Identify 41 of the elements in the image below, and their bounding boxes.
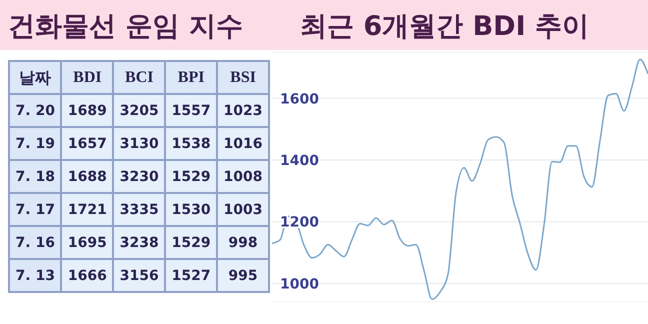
data-label: 1016 (217, 127, 269, 160)
y-tick-label: 1600 (280, 91, 320, 108)
data-label: 995 (217, 259, 269, 292)
data-label: 3130 (113, 127, 166, 160)
data-label: 1529 (165, 160, 218, 193)
data-label: 1689 (61, 94, 114, 127)
data-label: 998 (217, 226, 269, 259)
legend-label: BDI (61, 61, 114, 94)
chart-title: 최근 6개월간 BDI 추이 (300, 10, 590, 44)
category-label: 7. 17 (9, 193, 62, 226)
category-label: 7. 13 (9, 259, 62, 292)
data-label: 1008 (217, 160, 269, 193)
data-label: 1003 (217, 193, 269, 226)
legend-label: BSI (217, 61, 269, 94)
data-label: 1530 (165, 193, 218, 226)
y-tick-label: 1400 (280, 152, 320, 169)
category-label: 7. 18 (9, 160, 62, 193)
category-label: 7. 20 (9, 94, 62, 127)
data-label: 1657 (61, 127, 114, 160)
data-label: 1527 (165, 259, 218, 292)
data-label: 1688 (61, 160, 114, 193)
data-label: 1529 (165, 226, 218, 259)
data-label: 1538 (165, 127, 218, 160)
category-label: 7. 19 (9, 127, 62, 160)
data-label: 1666 (61, 259, 114, 292)
text: 건화물선 운임 지수 (8, 10, 243, 44)
data-label: 1695 (61, 226, 114, 259)
legend-label: BCI (113, 61, 166, 94)
data-label: 1023 (217, 94, 269, 127)
category-label: 7. 16 (9, 226, 62, 259)
data-label: 1557 (165, 94, 218, 127)
y-tick-label: 1000 (280, 276, 320, 292)
data-label: 3335 (113, 193, 166, 226)
data-label: 1721 (61, 193, 114, 226)
line-series (272, 58, 648, 300)
text: 날짜 (9, 61, 62, 94)
data-label: 3238 (113, 226, 166, 259)
legend-label: BPI (165, 61, 218, 94)
data-label: 3230 (113, 160, 166, 193)
data-label: 3205 (113, 94, 166, 127)
data-label: 3156 (113, 259, 166, 292)
